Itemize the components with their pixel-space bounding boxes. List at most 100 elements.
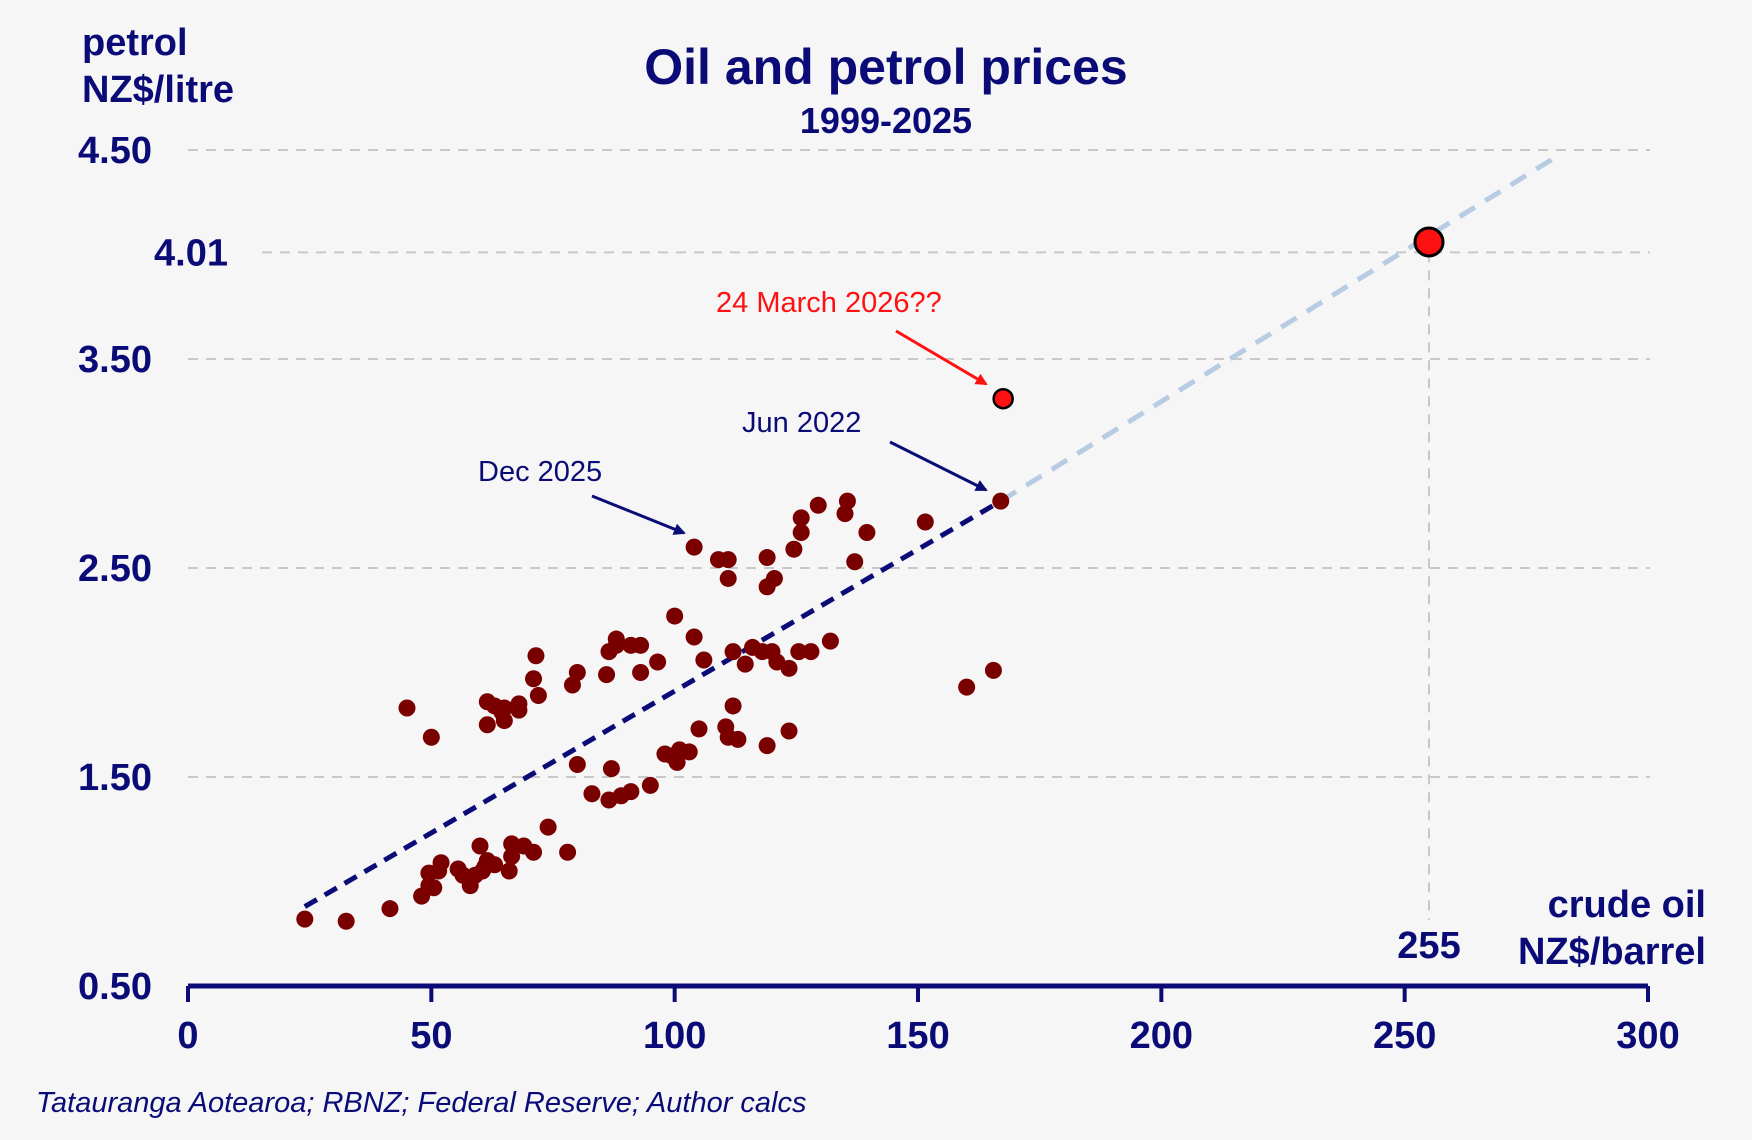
- data-point: [529, 686, 547, 704]
- x-axis-ticks: 0 50 100 150 200 250 300: [177, 986, 1680, 1057]
- data-point: [649, 653, 667, 671]
- data-point: [802, 643, 820, 661]
- x-axis-label-line1: crude oil: [1548, 884, 1706, 926]
- data-point: [846, 553, 864, 571]
- data-point: [790, 643, 808, 661]
- data-point: [495, 699, 513, 717]
- data-point: [821, 632, 839, 650]
- data-point: [583, 785, 601, 803]
- data-point: [680, 743, 698, 761]
- data-point: [729, 730, 747, 748]
- data-point: [398, 699, 416, 717]
- data-point: [792, 523, 810, 541]
- x-tick-label: 100: [643, 1015, 706, 1057]
- projection-line: [999, 152, 1562, 504]
- x-tick-label: 250: [1373, 1015, 1436, 1057]
- march-2026-point: [992, 387, 1014, 410]
- x-tick-label: 0: [177, 1015, 198, 1057]
- data-point: [602, 760, 620, 778]
- projected-point: [1413, 226, 1445, 258]
- data-point: [495, 712, 513, 730]
- data-point: [641, 776, 659, 794]
- x-axis-label-line2: NZ$/barrel: [1518, 931, 1706, 973]
- highlight-y-label: 4.01: [154, 232, 228, 274]
- data-point: [724, 643, 742, 661]
- data-point: [809, 496, 827, 514]
- x-tick-label: 50: [410, 1015, 452, 1057]
- y-tick-label: 2.50: [78, 548, 152, 590]
- data-point: [685, 628, 703, 646]
- annotation-march-2026: 24 March 2026??: [716, 287, 942, 319]
- data-point: [632, 664, 650, 681]
- data-point: [525, 843, 543, 861]
- data-point: [792, 509, 810, 527]
- data-point: [719, 551, 737, 569]
- data-point: [690, 720, 708, 738]
- data-point: [503, 847, 521, 865]
- arrow-jun-2022: [889, 440, 988, 492]
- data-point: [422, 728, 440, 746]
- data-point: [296, 910, 314, 928]
- data-point: [607, 630, 625, 648]
- x-tick-label: 200: [1130, 1015, 1193, 1057]
- data-point: [992, 492, 1010, 510]
- data-point: [510, 695, 528, 713]
- data-point: [568, 664, 586, 681]
- data-point: [958, 678, 976, 696]
- data-point: [780, 722, 798, 740]
- trend-lines: [303, 152, 1562, 909]
- highlight-x-label: 255: [1397, 925, 1460, 967]
- data-point: [527, 647, 545, 665]
- arrow-march-2026: [895, 329, 988, 386]
- data-points: [296, 226, 1445, 930]
- data-point: [685, 538, 703, 556]
- data-point: [622, 783, 640, 801]
- y-tick-label: 4.50: [78, 130, 152, 172]
- data-point: [525, 670, 543, 688]
- data-point: [500, 862, 518, 880]
- arrow-dec-2025: [591, 494, 686, 535]
- data-point: [758, 549, 776, 567]
- data-point: [724, 697, 742, 715]
- data-point: [632, 636, 650, 654]
- data-point: [758, 737, 776, 755]
- data-point: [486, 856, 504, 874]
- data-point: [695, 651, 713, 669]
- data-point: [858, 523, 876, 541]
- gridlines: [188, 149, 1650, 778]
- y-tick-label: 0.50: [78, 966, 152, 1008]
- data-point: [478, 716, 496, 734]
- y-axis-ticks: 0.50 1.50 2.50 3.50 4.50: [78, 130, 152, 1008]
- data-point: [568, 755, 586, 773]
- x-tick-label: 150: [886, 1015, 949, 1057]
- data-point: [668, 753, 686, 771]
- x-tick-label: 300: [1616, 1015, 1679, 1057]
- data-point: [471, 837, 489, 855]
- data-point: [785, 540, 803, 558]
- data-point: [736, 655, 754, 673]
- chart-subtitle: 1999-2025: [800, 100, 972, 141]
- data-point: [780, 659, 798, 677]
- data-point: [666, 607, 684, 625]
- data-point: [432, 854, 450, 872]
- data-point: [425, 879, 443, 897]
- data-point: [984, 661, 1002, 679]
- data-point: [838, 492, 856, 510]
- data-point: [719, 569, 737, 587]
- y-axis-label-line1: petrol: [82, 22, 188, 64]
- highlight-guides: [262, 251, 1650, 920]
- y-tick-label: 3.50: [78, 339, 152, 381]
- data-point: [559, 843, 577, 861]
- annotation-jun-2022: Jun 2022: [742, 407, 861, 439]
- data-point: [765, 569, 783, 587]
- y-axis-label-line2: NZ$/litre: [82, 69, 234, 111]
- y-tick-label: 1.50: [78, 757, 152, 799]
- source-note: Tatauranga Aotearoa; RBNZ; Federal Reser…: [36, 1087, 807, 1119]
- fit-line: [303, 498, 1002, 909]
- data-point: [337, 912, 355, 930]
- chart-title: Oil and petrol prices: [644, 39, 1127, 95]
- data-point: [916, 513, 934, 531]
- data-point: [598, 666, 616, 684]
- data-point: [539, 818, 557, 836]
